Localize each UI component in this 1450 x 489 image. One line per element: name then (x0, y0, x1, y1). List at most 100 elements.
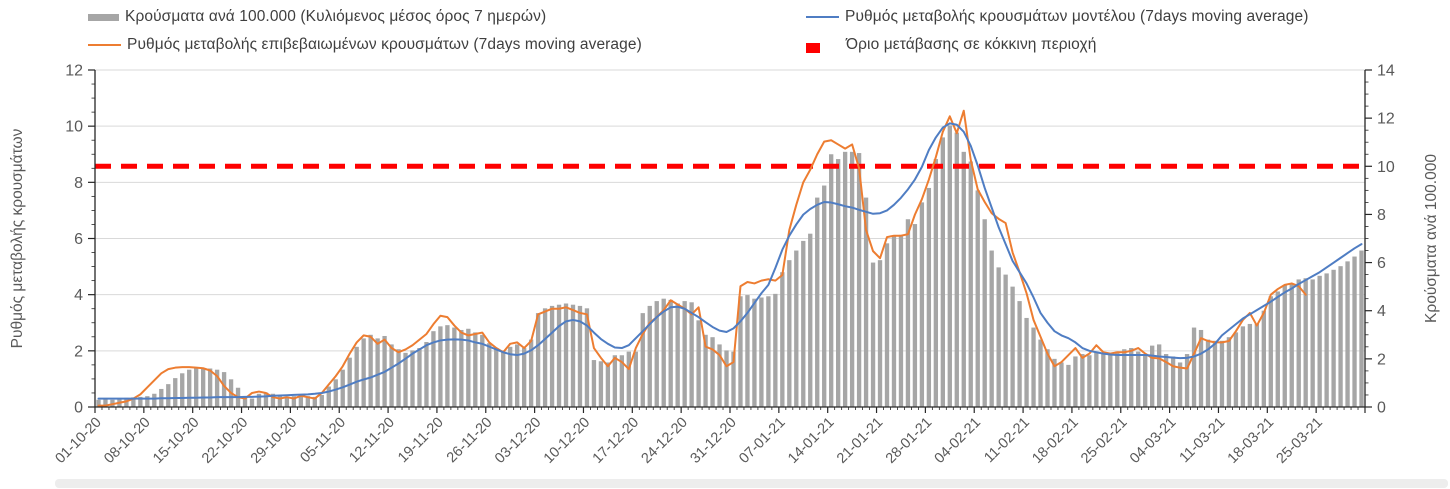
bar (619, 355, 625, 407)
x-tick-label: 01-10-20 (52, 415, 104, 467)
bar (214, 369, 220, 407)
bar (221, 372, 227, 407)
bar (396, 349, 401, 407)
bar (96, 399, 101, 407)
bar (884, 243, 890, 407)
right-axis-title: Κρούσματα ανά 100.000 (1423, 154, 1440, 323)
bar (989, 250, 994, 407)
bar (773, 293, 778, 407)
bar (612, 355, 618, 407)
left-tick-label: 6 (74, 231, 83, 248)
bar (312, 396, 317, 407)
bar (905, 219, 911, 407)
bar (933, 159, 939, 407)
bar (1087, 355, 1092, 407)
bar (1017, 301, 1022, 407)
x-tick-label: 31-12-20 (687, 415, 739, 467)
right-tick-label: 0 (1377, 400, 1386, 417)
x-tick-label: 29-10-20 (248, 415, 300, 467)
bar (1163, 354, 1169, 407)
left-tick-label: 12 (65, 63, 83, 80)
bar (1045, 349, 1050, 407)
bar (494, 348, 499, 407)
bar (521, 348, 527, 407)
bar (752, 298, 757, 407)
bar (1080, 354, 1085, 407)
bar (270, 393, 276, 407)
bar (968, 161, 973, 407)
left-axis-ticks-labels: 0 2 4 6 8 10 12 (65, 63, 95, 417)
bar (1143, 354, 1148, 407)
bar (124, 397, 129, 407)
x-tick-label: 26-11-20 (444, 415, 496, 467)
bar (1205, 339, 1211, 407)
horizontal-scrollbar[interactable] (55, 479, 1448, 488)
bar (368, 334, 373, 407)
bar (724, 350, 729, 407)
bar (1191, 327, 1197, 407)
legend-item-model-rate: Ρυθμός μεταβολής κρουσμάτων μοντέλου (7d… (806, 8, 1308, 26)
bar (1359, 250, 1364, 407)
right-tick-label: 2 (1377, 351, 1386, 368)
bar (473, 332, 478, 407)
x-tick-label: 25-03-21 (1274, 415, 1326, 467)
x-tick-label: 11-03-21 (1177, 415, 1229, 467)
bar (1226, 337, 1232, 407)
left-tick-label: 2 (74, 343, 83, 360)
legend-label: Ρυθμός μεταβολής κρουσμάτων μοντέλου (7d… (845, 8, 1309, 25)
bar (361, 338, 366, 407)
bar (745, 295, 750, 407)
bar (633, 351, 638, 407)
bar-swatch-icon (88, 13, 119, 21)
bar (180, 373, 185, 407)
bar (1010, 286, 1015, 407)
bar (103, 399, 108, 407)
bar (277, 396, 283, 407)
bar (1261, 310, 1266, 407)
legend-item-red-threshold: Όριο μετάβασης σε κόκκινη περιοχή (806, 36, 1096, 54)
bar (131, 397, 136, 407)
bar (808, 233, 813, 407)
bar (501, 350, 506, 407)
bar (347, 357, 352, 407)
bar (166, 384, 171, 407)
bar (173, 378, 178, 407)
bar (319, 394, 324, 407)
bar (1094, 351, 1099, 407)
right-tick-label: 12 (1377, 111, 1395, 128)
bar (919, 202, 925, 407)
bar (298, 395, 304, 407)
bar (480, 334, 485, 407)
x-tick-label: 07-01-21 (736, 415, 788, 467)
bar (417, 348, 422, 407)
bar (305, 396, 310, 407)
bar (410, 350, 415, 407)
bar (1122, 349, 1127, 407)
bar (466, 328, 471, 407)
bar (668, 299, 673, 407)
bar (661, 298, 666, 407)
x-tick-label: 19-11-20 (395, 415, 447, 467)
bar (1052, 358, 1057, 407)
bar (1198, 329, 1204, 407)
bar (201, 368, 206, 407)
x-tick-label: 24-12-20 (639, 415, 691, 467)
bar (766, 296, 771, 407)
bar (1024, 317, 1029, 407)
bar (1268, 296, 1273, 407)
bar (1345, 261, 1350, 407)
bar (877, 260, 883, 407)
legend-item-confirmed-rate: Ρυθμός μεταβολής επιβεβαιωμένων κρουσμάτ… (88, 36, 642, 54)
right-tick-label: 14 (1377, 63, 1395, 80)
legend-label: Ρυθμός μεταβολής επιβεβαιωμένων κρουσμάτ… (127, 36, 642, 53)
bar (187, 369, 192, 407)
x-tick-label: 18-02-21 (1029, 415, 1081, 467)
bar (829, 154, 834, 407)
bar (717, 344, 722, 407)
x-tick-label: 18-03-21 (1225, 415, 1277, 467)
right-tick-label: 8 (1377, 207, 1386, 224)
bar (487, 343, 492, 407)
bar (696, 320, 701, 407)
bar (584, 308, 590, 407)
